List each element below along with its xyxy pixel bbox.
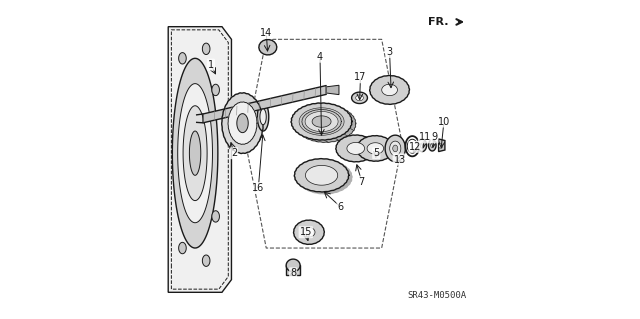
Text: 16: 16 bbox=[252, 183, 264, 193]
Polygon shape bbox=[203, 85, 326, 123]
Polygon shape bbox=[420, 142, 424, 148]
Text: 9: 9 bbox=[431, 132, 438, 142]
Polygon shape bbox=[257, 103, 269, 131]
Text: 11: 11 bbox=[419, 132, 431, 142]
Text: 13: 13 bbox=[394, 154, 406, 165]
Polygon shape bbox=[305, 111, 338, 132]
Polygon shape bbox=[381, 84, 397, 96]
Polygon shape bbox=[385, 135, 405, 162]
Polygon shape bbox=[212, 211, 220, 222]
Text: 6: 6 bbox=[337, 202, 344, 212]
Polygon shape bbox=[259, 40, 277, 55]
Polygon shape bbox=[189, 131, 201, 175]
Text: 1: 1 bbox=[208, 60, 214, 70]
Text: 12: 12 bbox=[410, 142, 422, 152]
Polygon shape bbox=[302, 109, 341, 134]
Polygon shape bbox=[418, 139, 427, 152]
Polygon shape bbox=[202, 255, 210, 266]
Polygon shape bbox=[286, 265, 300, 275]
Polygon shape bbox=[286, 259, 300, 272]
Text: 8: 8 bbox=[290, 268, 296, 278]
Polygon shape bbox=[183, 106, 207, 201]
Polygon shape bbox=[299, 108, 344, 135]
Polygon shape bbox=[356, 95, 364, 101]
Polygon shape bbox=[179, 242, 186, 254]
Polygon shape bbox=[393, 145, 398, 152]
Polygon shape bbox=[294, 220, 324, 244]
Polygon shape bbox=[237, 114, 248, 133]
Polygon shape bbox=[260, 109, 266, 125]
Text: 7: 7 bbox=[358, 177, 365, 187]
Polygon shape bbox=[367, 143, 383, 154]
Polygon shape bbox=[428, 140, 436, 151]
Text: 5: 5 bbox=[373, 148, 380, 158]
Polygon shape bbox=[370, 76, 410, 104]
Polygon shape bbox=[305, 166, 338, 185]
Text: 15: 15 bbox=[300, 227, 312, 237]
Polygon shape bbox=[291, 103, 352, 140]
Polygon shape bbox=[390, 141, 401, 156]
Text: 4: 4 bbox=[317, 52, 323, 62]
Polygon shape bbox=[356, 136, 394, 161]
Polygon shape bbox=[212, 84, 220, 96]
Polygon shape bbox=[303, 227, 315, 237]
Text: 3: 3 bbox=[387, 47, 392, 57]
Polygon shape bbox=[298, 160, 352, 194]
Polygon shape bbox=[351, 92, 367, 104]
Text: 10: 10 bbox=[438, 116, 450, 127]
Polygon shape bbox=[347, 143, 365, 154]
Polygon shape bbox=[294, 159, 349, 192]
Polygon shape bbox=[438, 139, 445, 152]
Polygon shape bbox=[336, 135, 376, 162]
Polygon shape bbox=[221, 93, 263, 153]
Polygon shape bbox=[172, 58, 218, 248]
Text: 14: 14 bbox=[260, 28, 273, 38]
Polygon shape bbox=[431, 143, 434, 147]
Text: 17: 17 bbox=[355, 72, 367, 82]
Polygon shape bbox=[439, 143, 443, 148]
Text: SR43-M0500A: SR43-M0500A bbox=[408, 291, 467, 300]
Text: FR.: FR. bbox=[428, 17, 448, 27]
Polygon shape bbox=[179, 53, 186, 64]
Text: 2: 2 bbox=[231, 148, 237, 158]
Polygon shape bbox=[295, 105, 356, 142]
Polygon shape bbox=[202, 43, 210, 55]
Polygon shape bbox=[178, 84, 212, 223]
Polygon shape bbox=[168, 27, 232, 292]
Polygon shape bbox=[228, 102, 257, 144]
Polygon shape bbox=[312, 116, 331, 127]
Polygon shape bbox=[326, 85, 339, 95]
